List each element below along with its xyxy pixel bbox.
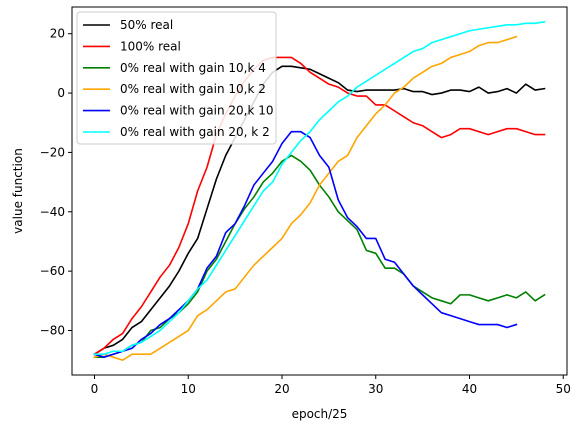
legend-label-5: 0% real with gain 20,k 10 <box>120 104 274 118</box>
y-tick-label: −40 <box>40 205 65 219</box>
legend-label-3: 0% real with gain 10,k 4 <box>120 61 266 75</box>
x-tick-label: 10 <box>181 382 196 396</box>
y-tick-label: −20 <box>40 145 65 159</box>
y-axis-label: value function <box>11 148 25 234</box>
y-tick-label: −60 <box>40 264 65 278</box>
x-tick-label: 50 <box>556 382 571 396</box>
y-tick-label: 0 <box>57 86 65 100</box>
legend-label-1: 50% real <box>120 18 173 32</box>
y-tick-label: −80 <box>40 323 65 337</box>
legend-label-4: 0% real with gain 10,k 2 <box>120 82 266 96</box>
legend: 50% real 100% real 0% real with gain 10,k … <box>77 12 276 144</box>
x-axis-label: epoch/25 <box>292 407 348 421</box>
x-tick-label: 0 <box>91 382 99 396</box>
x-tick-label: 30 <box>368 382 383 396</box>
x-tick-label: 40 <box>462 382 477 396</box>
x-tick-label: 20 <box>274 382 289 396</box>
legend-label-2: 100% real <box>120 39 181 53</box>
y-tick-label: 20 <box>50 27 65 41</box>
legend-label-6: 0% real with gain 20, k 2 <box>120 125 270 139</box>
